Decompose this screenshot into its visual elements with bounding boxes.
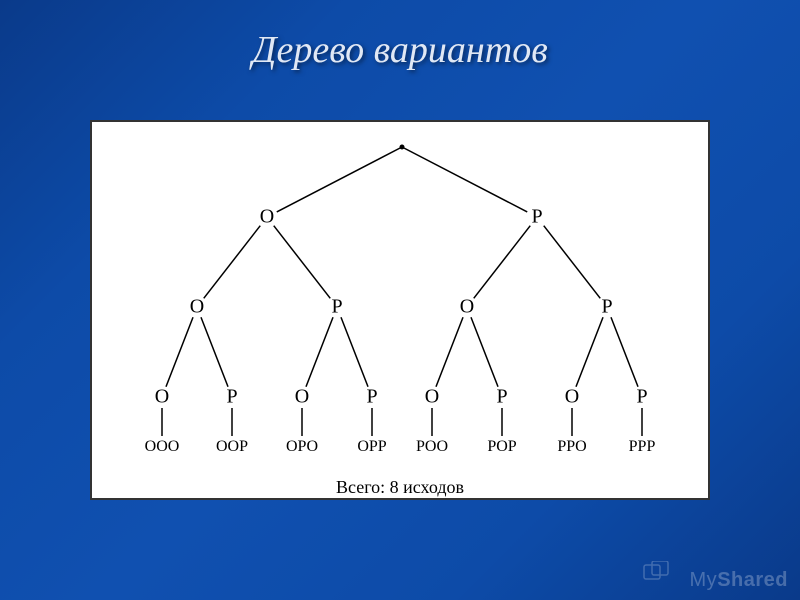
tree-node-l3-4: O bbox=[425, 386, 439, 409]
tree-node-l1-0: O bbox=[260, 206, 274, 229]
tree-leaf-2: OPO bbox=[286, 438, 318, 456]
tree-diagram: OPOPOPOPOPOPOPOOOOOPOPOOPPPOOPOPPPOPPP В… bbox=[90, 120, 710, 500]
tree-node-l3-5: P bbox=[496, 386, 507, 409]
tree-leaf-0: OOO bbox=[145, 438, 180, 456]
tree-node-l3-3: P bbox=[366, 386, 377, 409]
watermark-shared: Shared bbox=[717, 569, 788, 591]
tree-leaf-3: OPP bbox=[357, 438, 386, 456]
tree-node-l2-3: P bbox=[601, 296, 612, 319]
tree-node-l3-0: O bbox=[155, 386, 169, 409]
tree-leaf-4: POO bbox=[416, 438, 448, 456]
tree-node-l3-7: P bbox=[636, 386, 647, 409]
tree-node-l1-1: P bbox=[531, 206, 542, 229]
tree-node-l2-0: O bbox=[190, 296, 204, 319]
tree-node-l3-1: P bbox=[226, 386, 237, 409]
tree-leaf-7: PPP bbox=[629, 438, 656, 456]
tree-leaf-5: POP bbox=[487, 438, 516, 456]
tree-leaf-1: OOP bbox=[216, 438, 248, 456]
watermark-icon bbox=[642, 561, 670, 590]
tree-node-l2-2: O bbox=[460, 296, 474, 319]
tree-node-l2-1: P bbox=[331, 296, 342, 319]
tree-leaf-6: PPO bbox=[557, 438, 586, 456]
watermark-text: MyShared bbox=[690, 569, 788, 592]
watermark-my: My bbox=[690, 569, 718, 591]
tree-edges bbox=[92, 122, 712, 502]
tree-caption: Всего: 8 исходов bbox=[336, 477, 464, 498]
tree-node-l3-6: O bbox=[565, 386, 579, 409]
slide-title: Дерево вариантов bbox=[0, 0, 800, 72]
tree-node-l3-2: O bbox=[295, 386, 309, 409]
